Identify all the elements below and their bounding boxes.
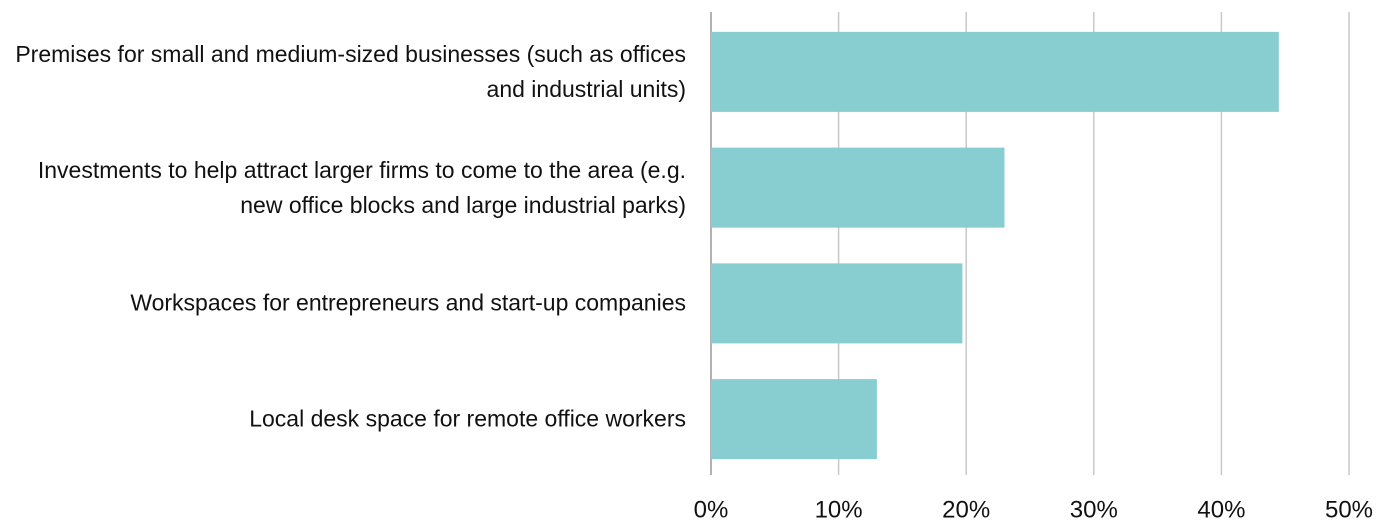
bar (711, 147, 1005, 228)
x-tick-label: 30% (1070, 496, 1118, 523)
x-tick-label: 50% (1325, 496, 1373, 523)
y-tick-label: Local desk space for remote office worke… (249, 405, 686, 432)
x-tick-label: 0% (694, 496, 729, 523)
bar (711, 263, 963, 344)
y-tick-label: Workspaces for entrepreneurs and start-u… (130, 289, 686, 316)
x-tick-label: 20% (942, 496, 990, 523)
bar (711, 31, 1279, 112)
x-tick-label: 10% (815, 496, 863, 523)
x-tick-label: 40% (1197, 496, 1245, 523)
y-tick-label: Investments to help attract larger firms… (37, 156, 686, 218)
bar (711, 379, 877, 460)
y-tick-label: Premises for small and medium-sized busi… (15, 40, 686, 102)
